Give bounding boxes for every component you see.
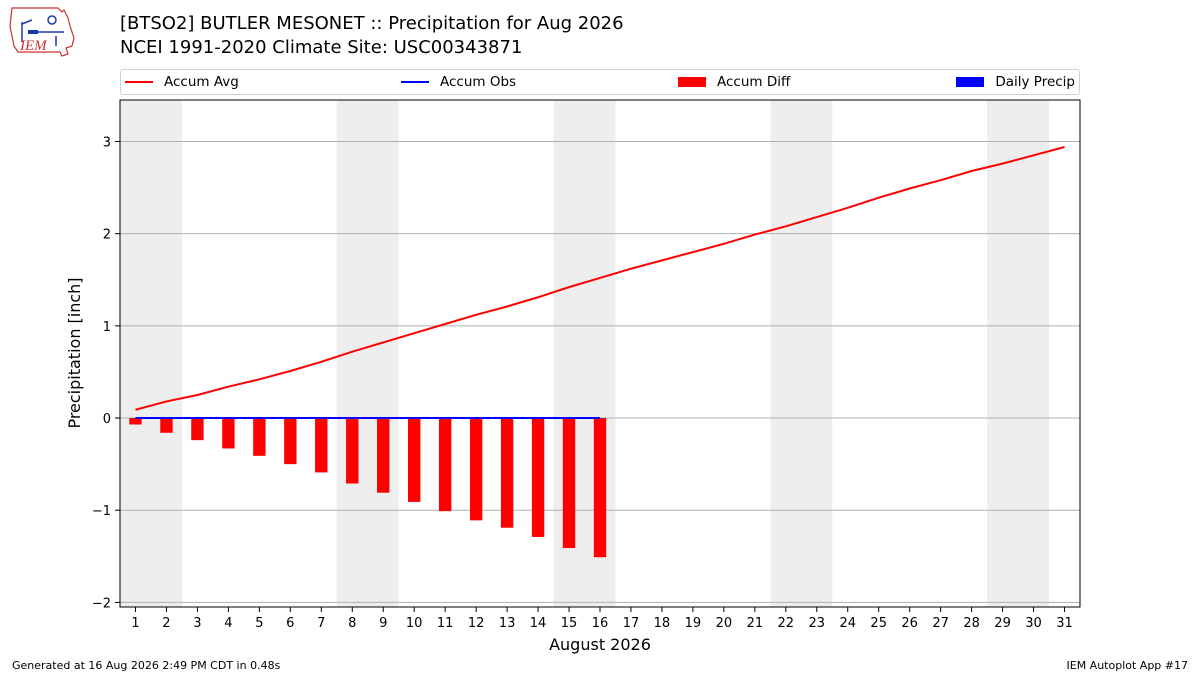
x-tick-label: 9 <box>379 616 387 631</box>
weekend-band <box>120 100 182 607</box>
legend-item-accum-diff: Accum Diff <box>678 70 790 94</box>
x-tick-label: 5 <box>255 616 263 631</box>
x-tick-label: 31 <box>1056 616 1073 631</box>
x-tick-label: 18 <box>654 616 671 631</box>
x-tick-label: 30 <box>1025 616 1042 631</box>
legend-label-accum-diff: Accum Diff <box>717 74 791 90</box>
accum-diff-bar <box>500 418 514 528</box>
x-tick-label: 13 <box>499 616 516 631</box>
accum-diff-bar <box>315 418 328 473</box>
legend-swatch-accum-obs <box>401 81 429 83</box>
x-tick-label: 23 <box>809 616 826 631</box>
y-axis-label: Precipitation [inch] <box>65 277 84 428</box>
weekend-shading <box>120 100 1050 607</box>
accum-diff-bar <box>129 418 142 425</box>
accum-diff-bar <box>593 418 607 558</box>
legend: Accum Avg Accum Obs Accum Diff Daily Pre… <box>120 69 1080 95</box>
legend-swatch-daily-precip <box>956 77 985 87</box>
accum-diff-bar <box>377 418 390 493</box>
y-axis-ticks: −2 −1 0 1 2 3 <box>92 135 120 611</box>
accum-diff-bar <box>469 418 483 521</box>
x-tick-label: 17 <box>623 616 640 631</box>
x-tick-label: 2 <box>162 616 170 631</box>
x-tick-label: 16 <box>592 616 609 631</box>
accum-diff-bars <box>129 418 607 558</box>
x-tick-label: 22 <box>778 616 795 631</box>
legend-swatch-accum-avg <box>125 81 153 83</box>
accum-diff-bar <box>438 418 452 512</box>
weekend-band <box>987 100 1050 607</box>
legend-item-accum-avg: Accum Avg <box>125 70 239 94</box>
y-tick-label: 2 <box>103 228 111 243</box>
x-tick-label: 1 <box>131 616 139 631</box>
x-tick-label: 14 <box>530 616 547 631</box>
iem-logo: IEM <box>9 7 75 57</box>
x-tick-label: 10 <box>406 616 423 631</box>
accum-diff-bar <box>160 418 173 433</box>
x-axis-ticks: 1 2 3 4 5 6 7 8 9 10 11 12 13 14 15 16 17 18 19 20 21 22 23 24 2… <box>131 607 1073 631</box>
x-axis-label: August 2026 <box>549 635 651 654</box>
x-tick-label: 3 <box>193 616 201 631</box>
x-tick-label: 11 <box>437 616 454 631</box>
y-tick-label: −1 <box>92 504 111 519</box>
x-tick-label: 27 <box>932 616 949 631</box>
legend-item-accum-obs: Accum Obs <box>401 70 516 94</box>
x-tick-label: 20 <box>716 616 733 631</box>
x-tick-label: 19 <box>685 616 702 631</box>
series-lines <box>135 146 1065 420</box>
accum-diff-bar <box>346 418 359 484</box>
legend-item-daily-precip: Daily Precip <box>956 70 1075 94</box>
accum-diff-bar <box>191 418 204 441</box>
accum-avg-line <box>135 146 1065 411</box>
legend-label-daily-precip: Daily Precip <box>995 74 1075 90</box>
app-label: IEM Autoplot App #17 <box>1066 659 1189 672</box>
x-tick-label: 7 <box>317 616 325 631</box>
weekend-band <box>770 100 833 607</box>
y-tick-label: 3 <box>103 135 111 150</box>
chart-title: [BTSO2] BUTLER MESONET :: Precipitation … <box>120 13 624 34</box>
y-tick-label: −2 <box>92 596 111 611</box>
x-tick-label: 6 <box>286 616 294 631</box>
x-tick-label: 15 <box>561 616 578 631</box>
x-tick-label: 8 <box>348 616 356 631</box>
chart-subtitle: NCEI 1991-2020 Climate Site: USC00343871 <box>120 37 523 58</box>
legend-label-accum-avg: Accum Avg <box>164 74 239 90</box>
x-tick-label: 21 <box>747 616 764 631</box>
logo-text: IEM <box>19 38 48 54</box>
generated-timestamp: Generated at 16 Aug 2026 2:49 PM CDT in … <box>12 659 281 672</box>
accum-diff-bar <box>408 418 421 502</box>
accum-diff-bar <box>284 418 297 465</box>
x-tick-label: 28 <box>963 616 980 631</box>
x-tick-label: 24 <box>839 616 856 631</box>
legend-label-accum-obs: Accum Obs <box>440 74 517 90</box>
accum-diff-bar <box>562 418 576 549</box>
x-tick-label: 12 <box>468 616 485 631</box>
x-tick-label: 26 <box>901 616 918 631</box>
accum-diff-bar <box>531 418 545 537</box>
y-tick-label: 0 <box>103 412 111 427</box>
legend-swatch-accum-diff <box>678 77 706 87</box>
x-tick-label: 4 <box>224 616 232 631</box>
accum-diff-bar <box>253 418 266 456</box>
accum-diff-bar <box>222 418 235 449</box>
y-tick-label: 1 <box>103 320 111 335</box>
x-tick-label: 29 <box>994 616 1011 631</box>
x-tick-label: 25 <box>870 616 887 631</box>
